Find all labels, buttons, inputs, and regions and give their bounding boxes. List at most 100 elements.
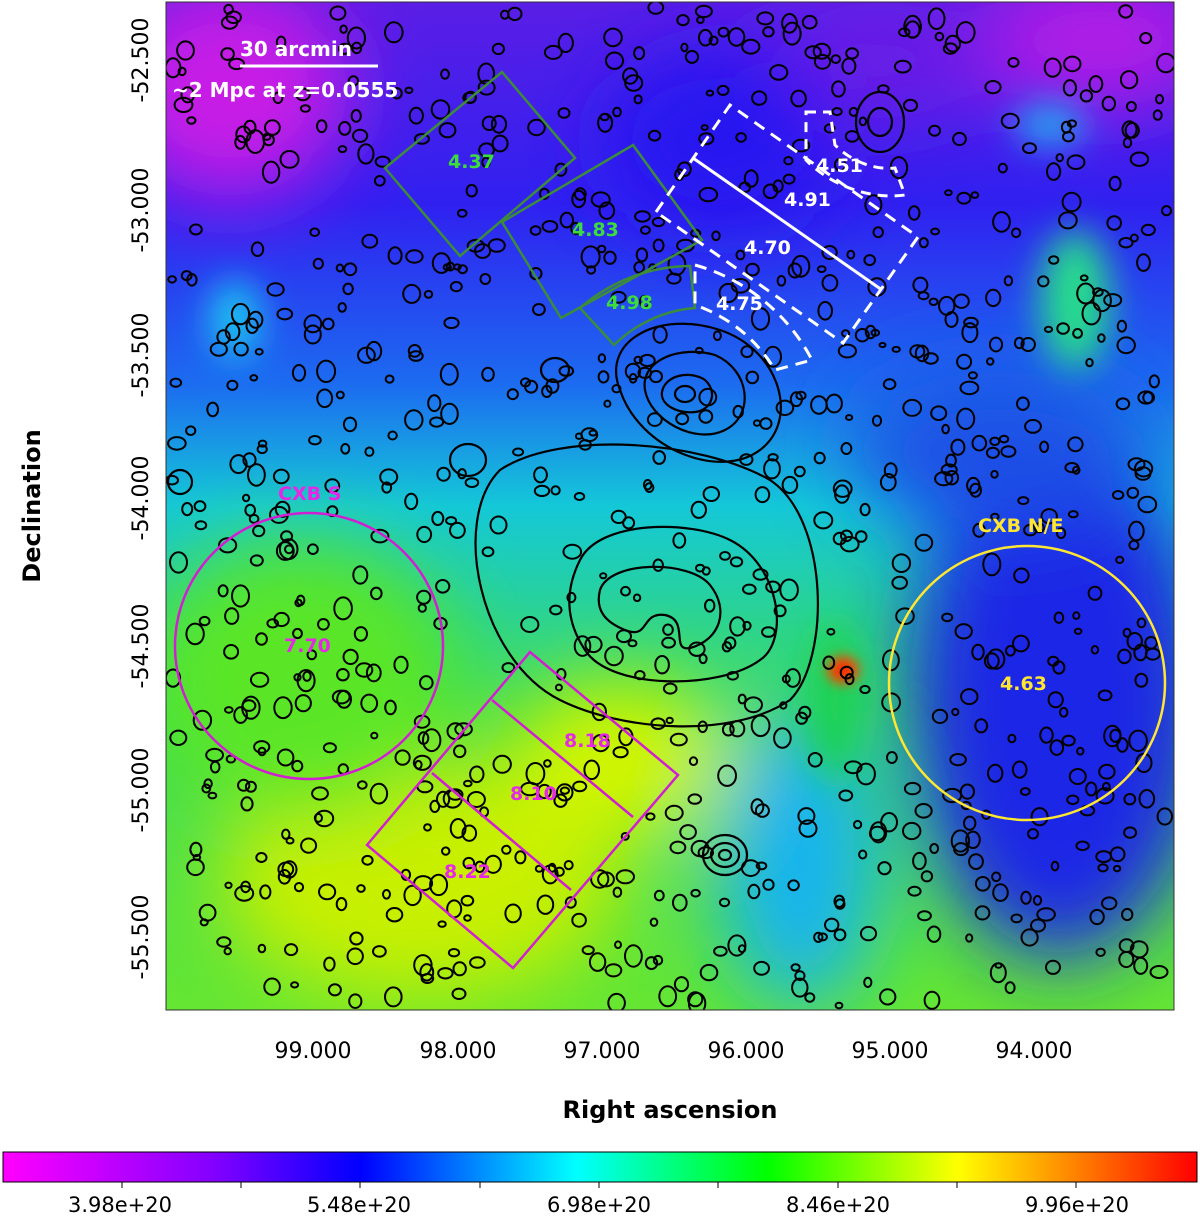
ra-axis: 99.000 98.000 97.000 96.000 95.000 94.00…: [275, 1039, 1073, 1124]
contour-speckle: [831, 107, 843, 117]
contour-speckle: [1117, 648, 1132, 665]
contour-speckle: [1004, 981, 1016, 995]
ra-tick-label-6: 94.000: [996, 1039, 1073, 1064]
contour-speckle: [848, 106, 859, 117]
contour-speckle: [250, 241, 265, 257]
contour-speckle: [1061, 734, 1076, 747]
contour-speckle: [254, 348, 264, 356]
contour-speckle: [1013, 567, 1030, 584]
contour-speckle: [597, 244, 607, 254]
dec-tick-label-7: -55.500: [129, 895, 154, 980]
contour-speckle: [244, 503, 256, 517]
contour-speckle: [968, 853, 984, 870]
contour-speckle: [834, 898, 846, 910]
contour-speckle: [469, 956, 486, 969]
contour-speckle: [612, 106, 622, 118]
contour-speckle: [1125, 101, 1137, 112]
contour-speckle: [859, 502, 871, 517]
contour-speckle: [914, 803, 933, 819]
white-annulus-upper: [804, 110, 908, 198]
contour-speckle: [729, 556, 744, 568]
contour-speckle: [798, 819, 818, 838]
contour-speckle: [584, 635, 603, 654]
contour-speckle: [322, 317, 335, 331]
contour-speckle: [992, 211, 1011, 233]
contour-speckle: [822, 655, 836, 670]
contour-speckle: [994, 962, 1003, 969]
contour-speckle: [189, 223, 203, 236]
contour-speckle: [637, 366, 653, 379]
contour-speckle: [1129, 233, 1139, 243]
contour-speckle: [644, 482, 655, 493]
contour-speckle: [501, 844, 512, 855]
contour-speckle: [755, 861, 768, 871]
contour-speckle: [423, 823, 432, 832]
cxb-ne-value: 4.63: [1000, 673, 1047, 695]
contour-speckle: [309, 227, 321, 237]
contour-speckle: [1020, 337, 1036, 352]
contour-speckle: [853, 819, 863, 830]
contour-speckle: [255, 852, 268, 863]
contour-speckle: [249, 554, 264, 567]
contour-speckle: [1089, 908, 1105, 926]
contour-speckle: [1140, 223, 1156, 237]
contour-speckle: [697, 846, 714, 860]
contour-speckle: [247, 310, 264, 329]
contour-speckle: [466, 791, 486, 808]
contour-speckle: [557, 107, 571, 119]
contour-speckle: [394, 749, 411, 766]
contour-speckle: [729, 616, 746, 637]
contour-speckle: [929, 843, 940, 854]
contour-speckle: [454, 722, 473, 737]
contour-speckle: [920, 870, 934, 883]
contour-speckle: [745, 370, 760, 385]
contour-speckle: [1134, 672, 1149, 688]
scale-bar: 30 arcmin ~2 Mpc at z=0.0555: [172, 37, 398, 102]
colorbar-label-5: 9.96e+20: [1025, 1193, 1129, 1217]
contour-speckle: [231, 584, 250, 608]
contour-speckle: [451, 987, 467, 1000]
contour-speckle: [1161, 205, 1172, 217]
contour-speckle: [1109, 846, 1126, 863]
contour-speckle: [491, 42, 505, 56]
contour-speckle: [694, 4, 713, 19]
contour-speckle: [272, 468, 290, 485]
contour-speckle: [988, 336, 1004, 353]
contour-speckle: [1072, 465, 1081, 475]
contour-speckle: [646, 412, 663, 427]
contour-speckle: [329, 5, 347, 21]
contour-speckle: [872, 226, 884, 239]
contour-speckle: [487, 238, 506, 253]
contour-speckle: [285, 836, 295, 845]
contour-speckle: [615, 869, 635, 885]
contour-speckle: [716, 84, 730, 96]
contour-speckle: [662, 682, 678, 695]
contour-speckle: [481, 366, 495, 382]
contour-speckle: [566, 591, 577, 604]
contour-speckle: [639, 294, 651, 309]
contour-speckle: [1055, 153, 1064, 163]
contour-speckle: [352, 128, 369, 143]
contour-speckle: [773, 604, 787, 618]
contour-speckle: [524, 379, 539, 394]
contour-speckle: [717, 26, 730, 38]
contour-speckle: [1103, 724, 1122, 748]
contour-speckle: [1066, 794, 1080, 806]
contour-speckle: [698, 387, 718, 407]
contour-speckle: [790, 963, 801, 972]
contour-speckle: [571, 189, 587, 209]
contour-speckle: [387, 246, 403, 265]
contour-speckle: [372, 945, 387, 958]
contour-speckle: [761, 626, 776, 638]
contour-speckle: [167, 436, 187, 451]
contour-speckle: [256, 444, 268, 455]
contour-speckle: [429, 416, 445, 428]
contour-speckle: [385, 907, 404, 923]
contour-speckle: [290, 981, 300, 989]
contour-speckle: [652, 238, 665, 253]
contour-speckle: [879, 988, 897, 1006]
contour-speckle: [864, 324, 877, 340]
contour-speckle: [612, 886, 623, 898]
contour-speckle: [352, 565, 369, 585]
contour-speckle: [1058, 211, 1078, 230]
